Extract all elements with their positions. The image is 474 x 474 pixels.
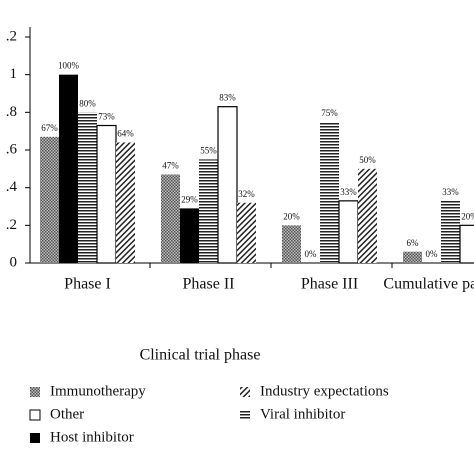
bar: [199, 159, 218, 263]
bar: [358, 168, 377, 263]
bar: [459, 224, 474, 264]
value-label: 55%: [200, 145, 217, 155]
bar: [403, 251, 422, 263]
y-tick-label: .2: [6, 217, 17, 233]
legend-swatch: [29, 409, 41, 421]
legend-swatch: [30, 387, 40, 397]
bar: [180, 208, 199, 263]
legend-label: Viral inhibitor: [260, 406, 345, 422]
legend-label: Immunotherapy: [50, 383, 146, 399]
bar: [320, 121, 339, 263]
bar: [78, 112, 97, 263]
value-label: 75%: [321, 108, 338, 118]
bar: [96, 124, 117, 264]
value-label: 73%: [98, 112, 115, 122]
y-tick-label: .2: [6, 28, 17, 44]
value-label: 32%: [238, 189, 255, 199]
bar: [338, 200, 359, 264]
x-tick-label: Phase I: [64, 276, 111, 293]
y-tick-label: .8: [6, 104, 17, 120]
value-label: 33%: [442, 187, 459, 197]
y-tick-label: .6: [6, 141, 18, 157]
value-label: 6%: [407, 238, 420, 248]
y-tick-label: .4: [6, 179, 18, 195]
y-tick-label: 0: [10, 254, 18, 270]
value-label: 20%: [461, 211, 474, 221]
value-label: 80%: [79, 98, 96, 108]
bar: [441, 200, 460, 263]
x-tick-label: Phase II: [183, 276, 235, 293]
value-label: 67%: [41, 123, 58, 133]
value-label: 20%: [283, 211, 300, 221]
bar: [59, 74, 78, 264]
bar: [40, 136, 59, 263]
value-label: 0%: [305, 249, 318, 259]
legend-swatch: [30, 433, 40, 443]
bar: [116, 142, 135, 263]
value-label: 64%: [117, 129, 134, 139]
legend-swatch: [240, 410, 250, 420]
value-label: 29%: [181, 194, 198, 204]
legend-label: Other: [50, 406, 84, 422]
bar: [282, 225, 301, 263]
value-label: 100%: [58, 61, 80, 71]
value-label: 0%: [426, 249, 439, 259]
value-label: 47%: [162, 161, 179, 171]
value-label: 83%: [219, 93, 236, 103]
y-tick-label: 1: [10, 66, 18, 82]
bar: [217, 106, 238, 264]
x-axis-title: Clinical trial phase: [140, 347, 261, 364]
legend-swatch: [240, 387, 250, 397]
bar: [237, 202, 256, 263]
bar: [161, 174, 180, 263]
x-tick-label: Cumulative pass rate: [383, 276, 474, 293]
x-tick-label: Phase III: [301, 276, 358, 293]
value-label: 50%: [359, 155, 376, 165]
value-label: 33%: [340, 187, 357, 197]
legend-label: Industry expectations: [260, 383, 389, 399]
legend-label: Host inhibitor: [50, 429, 134, 445]
